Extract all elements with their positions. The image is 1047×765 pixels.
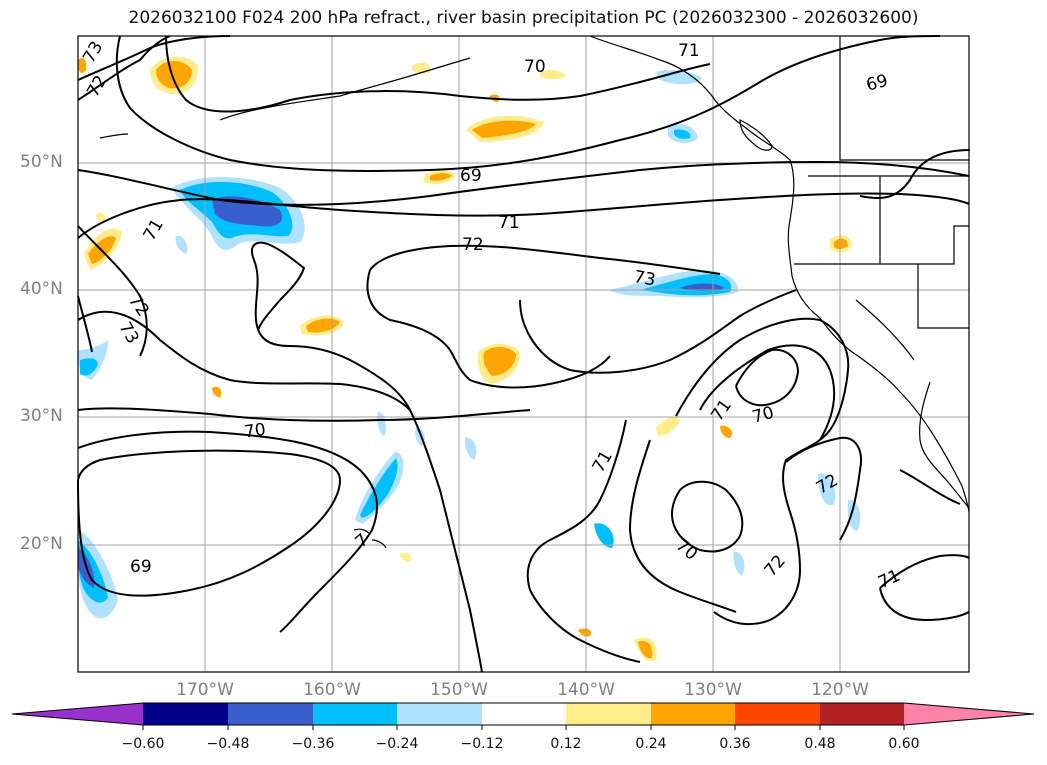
- colorbar-tick-label: −0.60: [121, 736, 165, 752]
- coastlines: [99, 35, 970, 549]
- colorbar-tick-label: 0.12: [550, 736, 582, 752]
- colorbar-tick-label: 0.24: [635, 736, 667, 752]
- contour-label: 71: [498, 213, 520, 233]
- colorbar-tick-label: −0.24: [375, 736, 419, 752]
- contour-label: 70: [524, 57, 546, 77]
- contour-label: 72: [462, 235, 484, 255]
- lon-label-150w: 150°W: [430, 680, 488, 700]
- contour-label: 71: [678, 41, 700, 61]
- colorbar-tick-label: 0.60: [888, 736, 920, 752]
- contour-label: 70: [243, 420, 267, 443]
- lon-label-130w: 130°W: [684, 680, 742, 700]
- map-frame-bg: [78, 36, 969, 672]
- contour-label: 73: [632, 267, 657, 290]
- lat-label-40n: 40°N: [20, 279, 63, 299]
- contour-label: 69: [460, 166, 482, 186]
- colorbar-tick-label: 0.48: [804, 736, 836, 752]
- lon-label-140w: 140°W: [557, 680, 615, 700]
- lon-label-170w: 170°W: [176, 680, 234, 700]
- colorbar-tick-label: −0.48: [206, 736, 250, 752]
- map-title: 2026032100 F024 200 hPa refract., river …: [128, 8, 919, 28]
- lon-label-120w: 120°W: [811, 680, 869, 700]
- lat-label-50n: 50°N: [20, 152, 63, 172]
- lat-label-20n: 20°N: [20, 534, 63, 554]
- colorbar-tick-label: −0.36: [291, 736, 335, 752]
- colorbar: [11, 702, 1035, 730]
- lon-label-160w: 160°W: [303, 680, 361, 700]
- colorbar-min-extend: [12, 703, 143, 725]
- contour-label: 69: [130, 557, 152, 577]
- map-frame: [77, 35, 970, 673]
- colorbar-max-extend: [904, 703, 1034, 725]
- colorbar-tick-label: 0.36: [719, 736, 751, 752]
- colorbar-tick-label: −0.12: [460, 736, 504, 752]
- graticule: [78, 36, 969, 672]
- lat-label-30n: 30°N: [20, 406, 63, 426]
- refractivity-contours: [77, 35, 971, 673]
